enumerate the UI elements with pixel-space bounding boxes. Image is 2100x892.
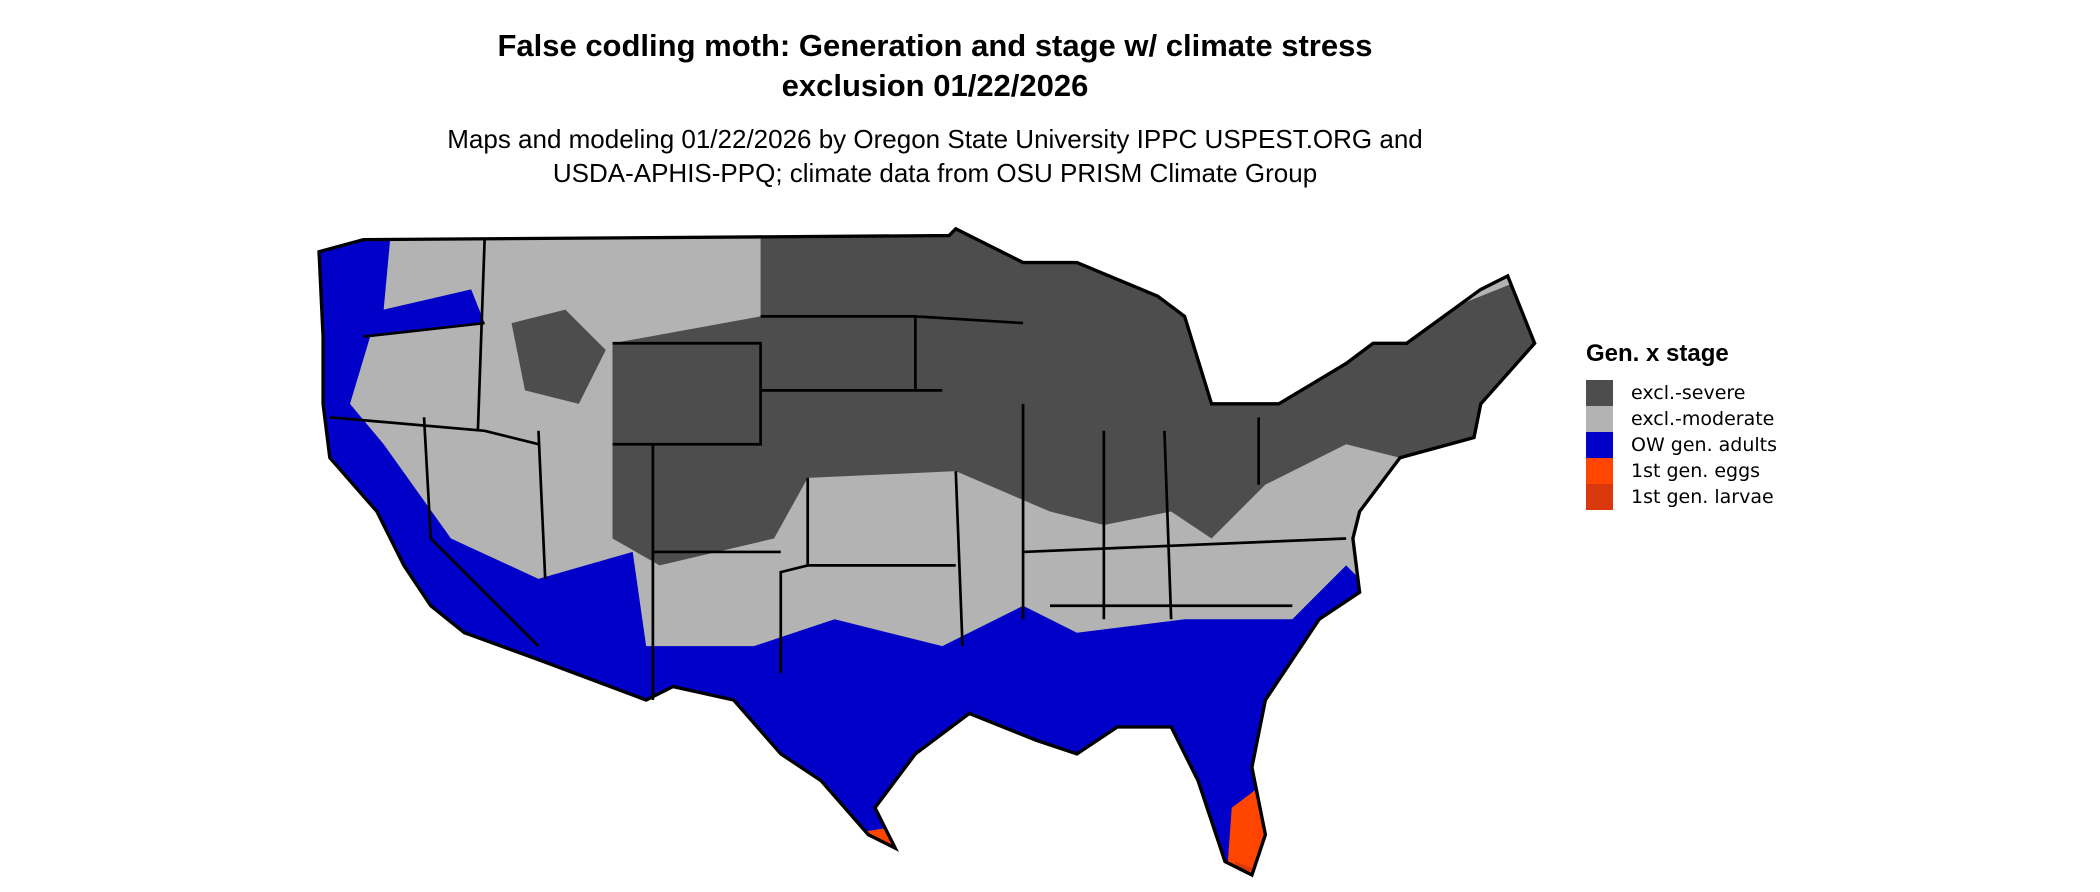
region-excl-severe-west (511, 309, 727, 539)
legend-item: excl.-severe (1586, 380, 1777, 406)
legend: Gen. x stage excl.-severe excl.-moderate O… (1586, 340, 1777, 510)
legend-label: OW gen. adults (1631, 434, 1778, 456)
map-subtitle-line2: USDA-APHIS-PPQ; climate data from OSU PR… (552, 158, 1318, 188)
legend-item: OW gen. adults (1586, 432, 1777, 458)
legend-label: excl.-severe (1631, 382, 1746, 404)
legend-item: 1st gen. eggs (1586, 458, 1777, 484)
legend-label: 1st gen. larvae (1631, 486, 1774, 508)
legend-swatch (1586, 484, 1613, 510)
legend-swatch (1586, 458, 1613, 484)
state-borders (329, 239, 1347, 701)
map-subtitle: Maps and modeling 01/22/2026 by Oregon S… (447, 124, 1423, 154)
map-title-line2: exclusion 01/22/2026 (781, 68, 1089, 103)
legend-title: Gen. x stage (1586, 340, 1729, 367)
legend-swatch (1586, 432, 1613, 458)
map-title: False codling moth: Generation and stage… (497, 28, 1373, 63)
legend-item: excl.-moderate (1586, 406, 1777, 432)
legend-label: excl.-moderate (1631, 408, 1775, 430)
legend-item: 1st gen. larvae (1586, 484, 1777, 510)
legend-swatch (1586, 406, 1613, 432)
region-excl-severe (612, 228, 1535, 566)
legend-label: 1st gen. eggs (1631, 460, 1761, 482)
legend-swatch (1586, 380, 1613, 406)
